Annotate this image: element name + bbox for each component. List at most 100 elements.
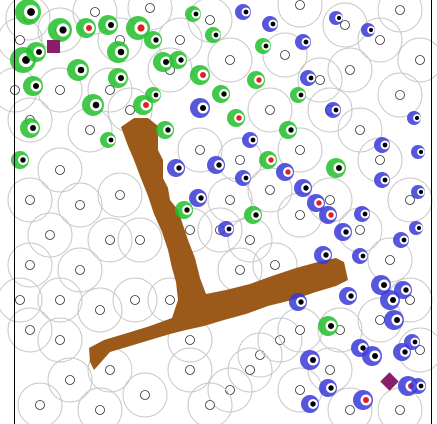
agent — [384, 310, 404, 330]
agent-heading — [372, 353, 378, 359]
agent — [169, 51, 187, 69]
agent-heading-red — [200, 72, 206, 78]
sensor-ring — [97, 172, 143, 218]
sensor-ring — [57, 182, 103, 228]
sensor-ring — [277, 127, 323, 173]
agent-heading — [382, 177, 388, 183]
agent-heading — [343, 229, 349, 235]
ring-center — [105, 235, 115, 245]
agent-heading — [310, 401, 316, 407]
sensor-ring — [262, 32, 308, 78]
agent-heading — [108, 22, 114, 28]
agent — [189, 189, 207, 207]
agent-heading — [360, 345, 366, 351]
agent-heading — [117, 48, 125, 56]
agent-heading — [250, 137, 256, 143]
ring-center — [295, 145, 305, 155]
sensor-ring — [112, 277, 158, 323]
ring-center — [315, 75, 325, 85]
agent — [289, 293, 307, 311]
sensor-ring — [27, 212, 73, 258]
ring-center — [90, 7, 100, 17]
ring-center — [325, 365, 335, 375]
agent — [235, 170, 251, 186]
ring-center — [205, 15, 215, 25]
agent — [374, 172, 390, 188]
agent-heading — [22, 56, 30, 64]
agent — [318, 316, 338, 336]
agent — [100, 132, 116, 148]
sensor-ring — [197, 207, 243, 253]
agent-heading — [198, 195, 204, 201]
agent — [404, 334, 420, 350]
agent-heading — [328, 385, 334, 391]
agent-heading-red — [363, 397, 369, 403]
agent — [407, 111, 421, 125]
ring-center — [55, 165, 65, 175]
ring-center — [270, 260, 280, 270]
ring-center — [225, 55, 235, 65]
agent — [145, 87, 161, 103]
ring-center — [295, 0, 305, 10]
agent-heading — [153, 37, 159, 43]
agent — [409, 221, 423, 235]
agent-heading — [226, 226, 232, 232]
agent — [325, 102, 341, 118]
agent — [98, 15, 118, 35]
ring-center — [345, 405, 355, 415]
sensor-ring — [277, 0, 323, 28]
agent-heading — [402, 349, 408, 355]
agent — [156, 121, 174, 139]
ring-center — [85, 125, 95, 135]
sensor-ring — [207, 37, 253, 83]
agent-heading — [401, 237, 407, 243]
ring-center — [95, 305, 105, 315]
agent — [352, 248, 368, 264]
ring-center — [55, 335, 65, 345]
agent — [295, 34, 311, 50]
agent — [167, 159, 185, 177]
obstacle-layer — [89, 118, 348, 370]
ring-center — [375, 155, 385, 165]
sensor-ring — [122, 372, 168, 418]
agents-layer — [10, 0, 426, 413]
sensor-ring — [37, 147, 83, 193]
agent-heading — [118, 75, 124, 81]
agent — [185, 6, 201, 22]
agent-heading — [92, 101, 100, 109]
agent — [15, 0, 41, 25]
ring-center — [325, 195, 335, 205]
agent — [190, 98, 210, 118]
sensor-ring — [337, 107, 383, 153]
agent-heading — [394, 317, 400, 323]
agent-heading-red — [236, 115, 242, 121]
sensor-ring — [7, 307, 53, 353]
ring-center — [345, 65, 355, 75]
agent — [410, 378, 426, 394]
agent-heading — [30, 125, 36, 131]
agent — [108, 68, 128, 88]
agent-heading — [176, 165, 182, 171]
sensor-ring — [37, 317, 83, 363]
sensor-ring — [257, 317, 303, 363]
agent-heading — [298, 92, 304, 98]
agent — [227, 109, 245, 127]
ring-center — [65, 375, 75, 385]
ring-center — [385, 255, 395, 265]
ring-center — [95, 405, 105, 415]
sensor-ring — [297, 57, 343, 103]
agent-heading — [153, 92, 159, 98]
agent — [374, 137, 390, 153]
agent-heading — [333, 107, 339, 113]
agent-heading — [33, 83, 39, 89]
agent — [290, 87, 306, 103]
agent-heading — [418, 149, 424, 155]
sensor-ring — [47, 357, 93, 403]
agent-heading — [348, 293, 354, 299]
ring-center — [280, 50, 290, 60]
sensor-ring — [37, 277, 83, 323]
agent — [126, 16, 150, 40]
ring-center — [125, 105, 135, 115]
agent-heading — [108, 137, 114, 143]
